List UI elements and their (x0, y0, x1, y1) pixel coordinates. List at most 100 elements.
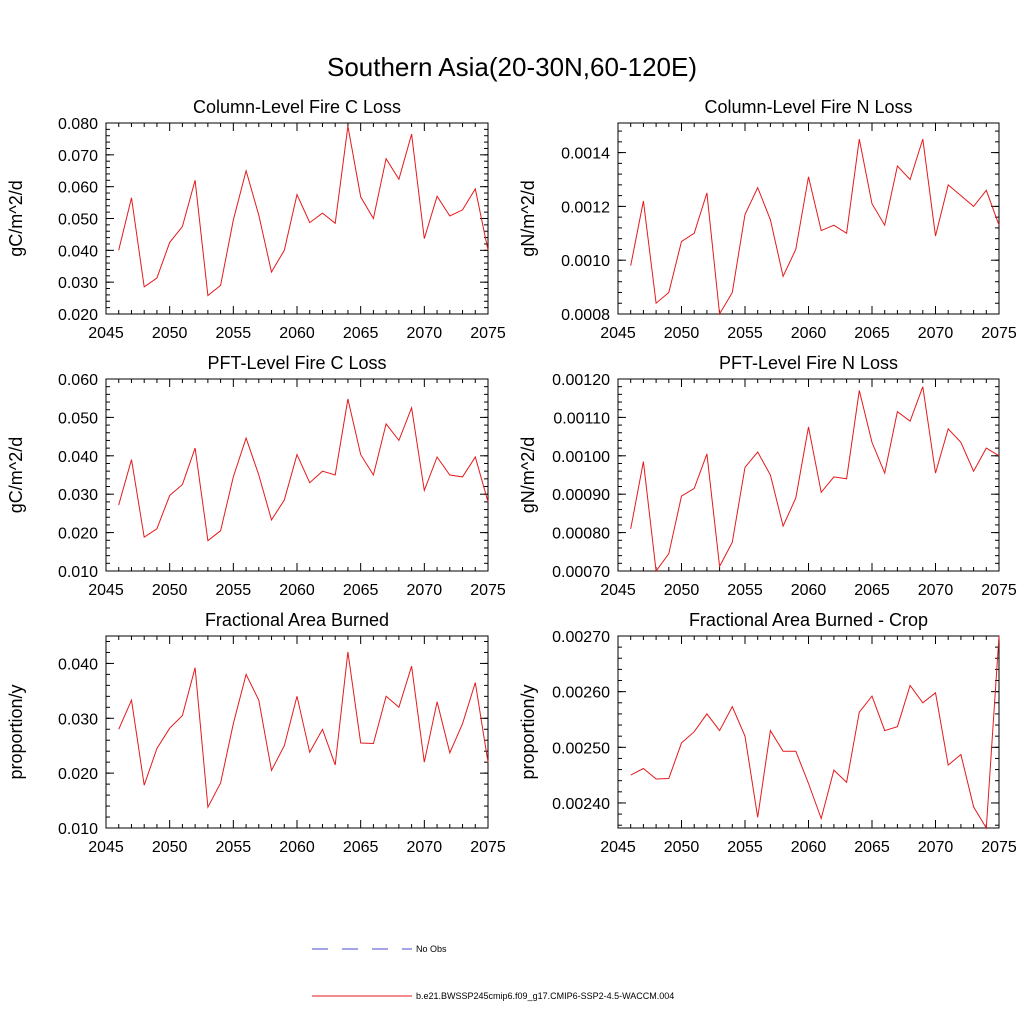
y-axis-label: proportion/y (518, 684, 538, 779)
x-tick-label: 2065 (343, 325, 379, 342)
x-tick-label: 2070 (407, 325, 443, 342)
x-tick-label: 2055 (216, 839, 252, 856)
y-axis-label: gC/m^2/d (6, 437, 26, 513)
y-tick-label: 0.020 (58, 526, 98, 543)
panel-3: PFT-Level Fire C Loss gC/m^2/d 2045 2050 205… (6, 353, 506, 599)
legend: No Obs b.e21.BWSSP245cmip6.f09_g17.CMIP6… (312, 944, 674, 1001)
panel-title: Column-Level Fire N Loss (704, 97, 912, 117)
x-tick-label: 2055 (216, 325, 252, 342)
x-tick-label: 2075 (470, 325, 506, 342)
y-tick-label: 0.0010 (561, 253, 610, 270)
panel-title: PFT-Level Fire C Loss (207, 353, 386, 373)
x-tick-label: 2075 (981, 582, 1017, 599)
panel-title: Fractional Area Burned - Crop (689, 610, 928, 630)
x-tick-label: 2055 (727, 839, 763, 856)
y-tick-label: 0.00270 (552, 629, 610, 646)
y-tick-label: 0.00250 (552, 740, 610, 757)
y-tick-label: 0.00260 (552, 685, 610, 702)
y-tick-label: 0.030 (58, 711, 98, 728)
x-tick-label: 2050 (664, 582, 700, 599)
series-line (630, 635, 1000, 830)
panel-2: Column-Level Fire N Loss gN/m^2/d 2045 2050… (518, 97, 1017, 342)
panel-6: Fractional Area Burned - Crop proportion/… (518, 610, 1017, 856)
series-line (118, 651, 489, 809)
x-tick-label: 2060 (279, 325, 315, 342)
y-tick-label: 0.00110 (553, 410, 610, 427)
y-tick-label: 0.00100 (552, 449, 610, 466)
y-tick-label: 0.040 (58, 656, 98, 673)
panel-title: Column-Level Fire C Loss (193, 97, 401, 117)
y-tick-label: 0.020 (58, 307, 98, 324)
x-tick-label: 2050 (152, 325, 188, 342)
panels: Column-Level Fire C Loss gC/m^2/d 2045 2050… (6, 97, 1017, 856)
y-tick-label: 0.060 (58, 372, 98, 389)
y-tick-label: 0.010 (58, 821, 98, 838)
y-tick-label: 0.0012 (561, 199, 610, 216)
x-tick-label: 2075 (470, 839, 506, 856)
x-tick-label: 2060 (791, 325, 827, 342)
x-tick-label: 2045 (600, 325, 636, 342)
x-tick-label: 2055 (216, 582, 252, 599)
x-tick-label: 2060 (791, 582, 827, 599)
x-tick-label: 2050 (152, 839, 188, 856)
panel-4: PFT-Level Fire N Loss gN/m^2/d 2045 2050 205… (518, 353, 1017, 599)
plot-frame (617, 635, 1000, 829)
panel-title: Fractional Area Burned (205, 610, 389, 630)
y-tick-label: 0.00120 (552, 372, 610, 389)
y-tick-label: 0.060 (58, 180, 98, 197)
y-tick-label: 0.050 (58, 410, 98, 427)
x-tick-label: 2050 (664, 839, 700, 856)
y-axis-label: gN/m^2/d (518, 180, 538, 256)
y-tick-label: 0.020 (58, 766, 98, 783)
x-tick-label: 2075 (470, 582, 506, 599)
y-tick-label: 0.00090 (552, 487, 610, 504)
y-tick-label: 0.00070 (552, 564, 610, 581)
x-tick-label: 2050 (664, 325, 700, 342)
y-tick-label: 0.030 (58, 487, 98, 504)
y-tick-label: 0.00240 (552, 796, 610, 813)
x-tick-label: 2060 (279, 839, 315, 856)
x-tick-label: 2065 (854, 582, 890, 599)
y-tick-label: 0.080 (58, 116, 98, 133)
y-tick-label: 0.050 (58, 212, 98, 229)
y-tick-label: 0.00080 (552, 526, 610, 543)
x-tick-label: 2045 (88, 839, 124, 856)
x-tick-label: 2050 (152, 582, 188, 599)
x-tick-label: 2045 (88, 325, 124, 342)
plot-frame (617, 378, 1000, 572)
legend-obs-label: No Obs (416, 944, 447, 954)
main-title: Southern Asia(20-30N,60-120E) (327, 52, 697, 82)
legend-model-label: b.e21.BWSSP245cmip6.f09_g17.CMIP6-SSP2-4… (416, 991, 674, 1001)
y-tick-label: 0.0008 (561, 307, 610, 324)
x-tick-label: 2045 (600, 839, 636, 856)
plot-frame (617, 122, 1000, 315)
y-tick-label: 0.010 (58, 564, 98, 581)
x-tick-label: 2075 (981, 325, 1017, 342)
y-axis-label: gN/m^2/d (518, 437, 538, 513)
series-line (118, 398, 489, 542)
series-line (630, 138, 1000, 316)
series-line (118, 126, 489, 297)
series-line (630, 386, 1000, 573)
x-tick-label: 2055 (727, 325, 763, 342)
x-tick-label: 2060 (279, 582, 315, 599)
x-tick-label: 2065 (343, 582, 379, 599)
y-axis-label: proportion/y (6, 684, 26, 779)
y-tick-label: 0.040 (58, 449, 98, 466)
x-tick-label: 2065 (343, 839, 379, 856)
x-tick-label: 2065 (854, 839, 890, 856)
x-tick-label: 2070 (918, 839, 954, 856)
x-tick-label: 2045 (600, 582, 636, 599)
panel-5: Fractional Area Burned proportion/y 2045 20… (6, 610, 506, 856)
x-tick-label: 2065 (854, 325, 890, 342)
x-tick-label: 2070 (407, 839, 443, 856)
x-tick-label: 2045 (88, 582, 124, 599)
x-tick-label: 2070 (918, 325, 954, 342)
panel-1: Column-Level Fire C Loss gC/m^2/d 2045 2050… (6, 97, 506, 342)
x-tick-label: 2075 (981, 839, 1017, 856)
x-tick-label: 2070 (407, 582, 443, 599)
y-tick-label: 0.070 (58, 148, 98, 165)
x-tick-label: 2070 (918, 582, 954, 599)
x-tick-label: 2060 (791, 839, 827, 856)
